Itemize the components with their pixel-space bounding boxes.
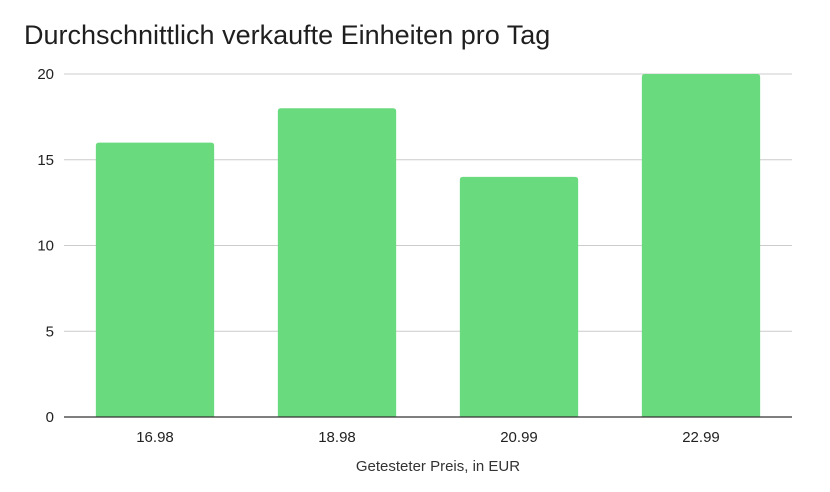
bar-3 <box>641 74 761 417</box>
bar-1 <box>277 108 397 418</box>
y-tick-label-0: 0 <box>46 409 54 426</box>
x-axis-title: Getesteter Preis, in EUR <box>356 458 520 475</box>
y-tick-label-3: 15 <box>37 152 54 169</box>
x-tick-label-2: 20.99 <box>500 429 538 446</box>
bar-2 <box>459 176 579 417</box>
bars <box>95 74 761 418</box>
x-tick-label-3: 22.99 <box>682 429 720 446</box>
y-tick-label-4: 20 <box>37 66 54 83</box>
chart-title: Durchschnittlich verkaufte Einheiten pro… <box>24 20 551 50</box>
x-tick-label-1: 18.98 <box>318 429 356 446</box>
x-tick-label-0: 16.98 <box>136 429 174 446</box>
y-tick-label-1: 5 <box>46 323 54 340</box>
bar-0 <box>95 142 215 417</box>
y-tick-label-2: 10 <box>37 238 54 255</box>
tick-labels: 0 5 10 15 20 16.98 18.98 20.99 22.99 <box>37 66 719 446</box>
